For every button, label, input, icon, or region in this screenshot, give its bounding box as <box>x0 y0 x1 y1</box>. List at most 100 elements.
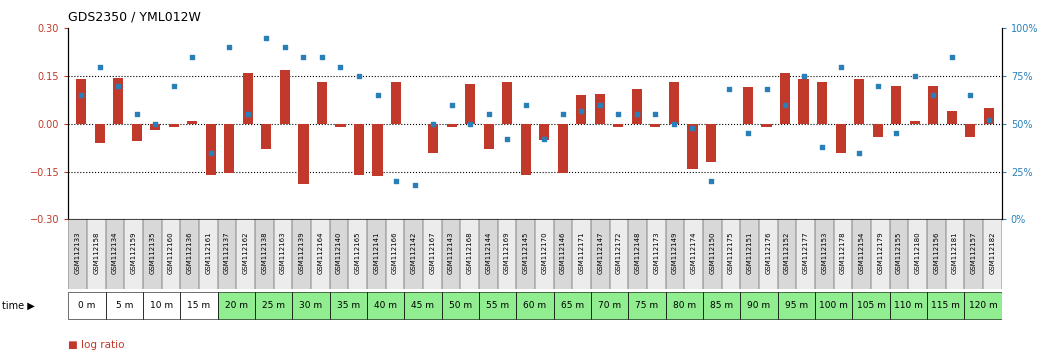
Point <box>480 112 497 117</box>
Text: GSM112168: GSM112168 <box>467 231 473 274</box>
Text: GSM112133: GSM112133 <box>74 231 81 274</box>
Point <box>369 92 386 98</box>
Text: GSM112152: GSM112152 <box>784 232 790 274</box>
Text: GSM112159: GSM112159 <box>130 232 136 274</box>
Bar <box>722 219 741 289</box>
Bar <box>983 219 1002 289</box>
Point <box>425 121 442 127</box>
Text: GSM112176: GSM112176 <box>766 231 771 274</box>
Bar <box>293 219 311 289</box>
Point <box>517 102 534 108</box>
Bar <box>217 292 255 319</box>
Bar <box>298 124 308 184</box>
Point <box>239 112 256 117</box>
Bar <box>777 292 815 319</box>
Text: GSM112157: GSM112157 <box>970 232 977 274</box>
Point <box>388 178 405 184</box>
Bar <box>113 78 124 124</box>
Bar <box>68 292 106 319</box>
Text: GSM112161: GSM112161 <box>206 231 211 274</box>
Bar <box>236 219 255 289</box>
Bar <box>516 292 554 319</box>
Bar <box>465 84 475 124</box>
Bar <box>162 219 180 289</box>
Bar <box>684 219 703 289</box>
Bar <box>94 124 105 143</box>
Bar <box>428 124 438 153</box>
Bar <box>871 219 890 289</box>
Point <box>962 92 979 98</box>
Text: 85 m: 85 m <box>710 301 733 310</box>
Bar <box>372 124 383 176</box>
Bar <box>143 292 180 319</box>
Point <box>758 87 775 92</box>
Text: GSM112148: GSM112148 <box>635 232 641 274</box>
Bar <box>631 89 642 124</box>
Bar <box>169 124 179 127</box>
Point <box>981 117 998 123</box>
Text: GDS2350 / YML012W: GDS2350 / YML012W <box>68 11 201 24</box>
Text: ■ log ratio: ■ log ratio <box>68 340 125 350</box>
Bar <box>908 219 927 289</box>
Bar <box>106 292 143 319</box>
Text: GSM112153: GSM112153 <box>821 232 828 274</box>
Point <box>832 64 849 69</box>
Bar <box>520 124 531 175</box>
Text: GSM112151: GSM112151 <box>747 232 753 274</box>
Text: GSM112155: GSM112155 <box>896 232 902 274</box>
Bar <box>242 73 253 124</box>
Point <box>906 73 923 79</box>
Text: GSM112166: GSM112166 <box>392 231 398 274</box>
Bar <box>591 292 628 319</box>
Text: 5 m: 5 m <box>115 301 133 310</box>
Text: GSM112150: GSM112150 <box>709 232 715 274</box>
Bar <box>311 219 329 289</box>
Point <box>166 83 183 88</box>
Bar <box>404 292 442 319</box>
Bar <box>484 124 494 149</box>
Bar <box>558 124 568 173</box>
Text: GSM112154: GSM112154 <box>859 232 864 274</box>
Bar <box>815 292 853 319</box>
Bar <box>853 292 890 319</box>
Text: GSM112145: GSM112145 <box>522 232 529 274</box>
Point <box>110 83 127 88</box>
Bar <box>391 82 401 124</box>
Text: 45 m: 45 m <box>411 301 434 310</box>
Bar <box>666 219 684 289</box>
Bar <box>255 292 293 319</box>
Point <box>350 73 367 79</box>
Text: GSM112135: GSM112135 <box>149 232 155 274</box>
Bar <box>890 292 927 319</box>
Bar <box>206 124 216 175</box>
Text: GSM112171: GSM112171 <box>579 231 584 274</box>
Bar <box>703 292 741 319</box>
Text: GSM112182: GSM112182 <box>989 232 996 274</box>
Bar <box>423 219 442 289</box>
Point <box>147 121 164 127</box>
Bar <box>329 219 348 289</box>
Bar <box>703 219 722 289</box>
Bar <box>367 292 404 319</box>
Point <box>499 136 516 142</box>
Text: 60 m: 60 m <box>523 301 547 310</box>
Bar <box>329 292 367 319</box>
Bar <box>741 292 777 319</box>
Text: 105 m: 105 m <box>857 301 885 310</box>
Text: GSM112141: GSM112141 <box>373 232 380 274</box>
Text: GSM112179: GSM112179 <box>877 231 883 274</box>
Bar <box>741 219 759 289</box>
Bar <box>442 292 479 319</box>
Bar <box>497 219 516 289</box>
Bar <box>255 292 293 319</box>
Text: GSM112178: GSM112178 <box>840 231 847 274</box>
Bar <box>614 124 623 127</box>
Bar <box>759 219 777 289</box>
Bar <box>853 219 871 289</box>
Point <box>221 45 238 50</box>
Bar <box>404 292 442 319</box>
Bar <box>255 219 274 289</box>
Bar <box>217 292 255 319</box>
Bar <box>217 219 236 289</box>
Point <box>592 102 608 108</box>
